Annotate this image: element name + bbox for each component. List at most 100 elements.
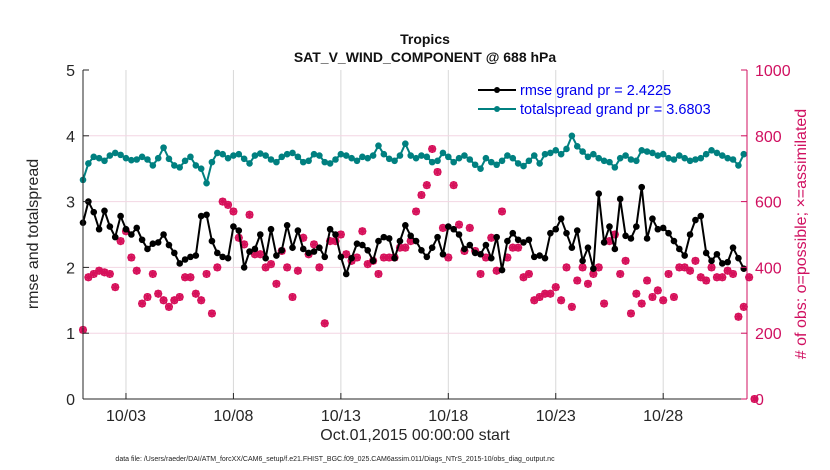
rmse-point	[498, 266, 506, 274]
obs-point	[648, 293, 657, 302]
totalspread-point	[584, 153, 592, 161]
rmse-point	[111, 233, 119, 241]
totalspread-point	[305, 157, 312, 165]
rmse-point	[530, 253, 538, 261]
obs-point	[288, 293, 297, 302]
rmse-point	[256, 231, 264, 238]
totalspread-point	[686, 157, 694, 165]
rmse-point	[128, 231, 135, 238]
totalspread-point	[552, 146, 560, 154]
totalspread-point	[530, 152, 538, 159]
y-right-tick-label: 200	[755, 326, 782, 343]
totalspread-point	[396, 152, 404, 159]
totalspread-point	[493, 161, 500, 169]
rmse-point	[203, 211, 210, 219]
rmse-point	[718, 260, 726, 267]
rmse-point	[106, 223, 114, 230]
obs-point	[272, 279, 281, 288]
totalspread-point	[665, 154, 672, 162]
obs-point	[444, 253, 453, 262]
rmse-point	[455, 231, 463, 238]
totalspread-point	[192, 162, 200, 169]
obs-point	[734, 312, 743, 321]
rmse-point	[606, 223, 613, 230]
totalspread-point	[160, 144, 167, 151]
obs-point	[293, 266, 302, 275]
totalspread-point	[402, 140, 409, 147]
totalspread-point	[595, 154, 603, 162]
y-tick-label: 4	[66, 129, 75, 146]
totalspread-point	[337, 150, 345, 158]
x-axis-label: Oct.01,2015 00:00:00 start	[320, 427, 510, 444]
totalspread-point	[133, 156, 141, 163]
rmse-point	[573, 227, 581, 234]
obs-point	[127, 253, 136, 262]
rmse-point	[224, 254, 232, 262]
rmse-point	[633, 223, 640, 230]
totalspread-point	[122, 154, 130, 162]
obs-point	[498, 207, 507, 216]
obs-point	[653, 286, 662, 295]
totalspread-point	[375, 142, 382, 149]
rmse-point	[509, 229, 517, 237]
rmse-point	[439, 250, 447, 258]
rmse-point	[477, 250, 484, 258]
rmse-point	[278, 246, 286, 254]
obs-point	[154, 289, 163, 298]
totalspread-point	[643, 148, 651, 155]
obs-point	[433, 167, 442, 176]
rmse-point	[686, 231, 694, 238]
rmse-point	[643, 235, 651, 242]
x-ticks: 10/03 10/08 10/13 10/18 10/23 10/28	[106, 393, 683, 425]
obs-point	[116, 237, 125, 246]
rmse-point	[461, 245, 468, 253]
obs-point	[455, 220, 464, 229]
totalspread-point	[364, 154, 372, 162]
y-ticks-right: 0 200 400 600 800 1000	[741, 63, 791, 409]
y-tick-label: 5	[66, 63, 75, 80]
rmse-point	[627, 235, 635, 242]
totalspread-point	[525, 157, 533, 165]
rmse-point	[122, 225, 130, 233]
totalspread-point	[670, 156, 678, 163]
rmse-point	[471, 249, 479, 257]
obs-point	[202, 269, 211, 278]
obs-point	[148, 269, 157, 278]
rmse-point	[423, 253, 431, 261]
line-series	[79, 132, 748, 278]
rmse-point	[482, 241, 490, 249]
legend-rmse-label: rmse grand pr = 2.4225	[520, 83, 671, 99]
totalspread-point	[600, 157, 608, 165]
chart-title: Tropics	[400, 31, 450, 47]
totalspread-point	[95, 154, 103, 162]
rmse-point	[149, 240, 157, 248]
totalspread-point	[138, 153, 146, 161]
obs-point	[256, 250, 265, 259]
obs-point	[315, 263, 324, 272]
rmse-point	[445, 223, 452, 230]
totalspread-point	[471, 161, 479, 169]
rmse-point	[514, 236, 522, 244]
rmse-point	[364, 246, 372, 254]
totalspread-point	[428, 158, 436, 166]
obs-point	[105, 269, 114, 278]
grid	[83, 70, 747, 399]
obs-point	[159, 296, 168, 305]
legend-spread-marker	[494, 106, 500, 112]
obs-point	[691, 256, 700, 265]
y-axis-label-right: # of obs: o=possible; ×=assimilated	[793, 109, 810, 359]
rmse-point	[681, 252, 688, 259]
rmse-point	[595, 190, 603, 198]
obs-point	[417, 191, 426, 200]
y-tick-label: 3	[66, 195, 75, 212]
totalspread-point	[708, 146, 715, 154]
rmse-point	[536, 252, 543, 259]
totalspread-point	[439, 149, 447, 157]
obs-point	[197, 296, 206, 305]
obs-point	[422, 181, 431, 190]
totalspread-point	[541, 150, 549, 158]
totalspread-point	[418, 152, 425, 159]
totalspread-point	[219, 150, 226, 158]
totalspread-point	[289, 149, 296, 157]
obs-point	[283, 263, 292, 272]
